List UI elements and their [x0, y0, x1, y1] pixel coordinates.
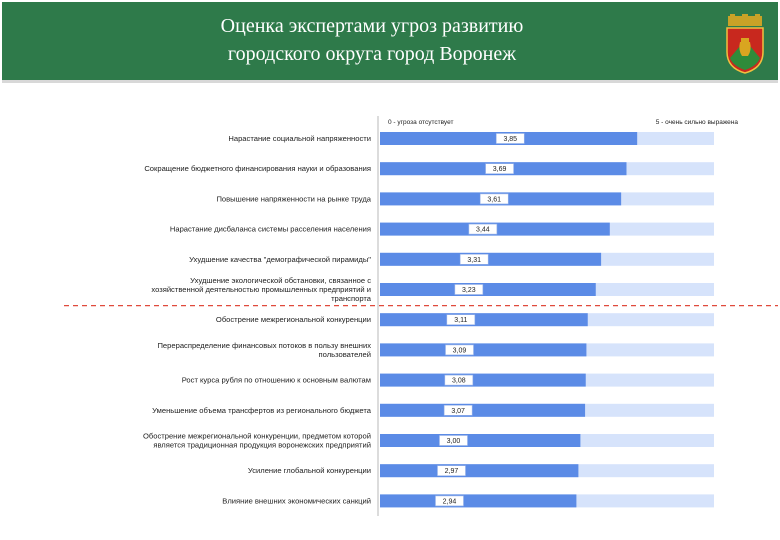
category-label: Обострение межрегиональной конкуренции: [216, 315, 371, 324]
page-title: Оценка экспертами угроз развитию городск…: [122, 12, 622, 68]
value-label-box: [459, 254, 489, 265]
value-label: 3,08: [452, 378, 466, 385]
category-label-line: Перераспределение финансовых потоков в п…: [157, 341, 371, 350]
value-label-box: [479, 193, 509, 205]
category-label-line: Обострение межрегиональной конкуренции: [216, 315, 371, 324]
bar-value: [380, 343, 587, 357]
value-label: 3,69: [493, 166, 507, 173]
category-label: Ухудшение экологической обстановки, связ…: [151, 276, 371, 303]
value-label-box: [444, 374, 474, 386]
category-label: Обострение межрегиональной конкуренции, …: [143, 432, 371, 450]
category-label: Перераспределение финансовых потоков в п…: [157, 341, 371, 359]
category-label: Нарастание социальной напряженности: [228, 134, 371, 143]
value-label: 3,00: [447, 438, 461, 445]
header-banner: Оценка экспертами угроз развитию городск…: [2, 2, 778, 83]
value-label-box: [454, 284, 484, 295]
category-label-line: Ухудшение качества "демографической пира…: [189, 255, 371, 264]
value-label-box: [445, 344, 474, 356]
value-label: 2,97: [445, 468, 459, 475]
category-label-line: Влияние внешних экономических санкций: [222, 496, 371, 505]
value-label: 2,94: [443, 498, 457, 505]
category-label: Рост курса рубля по отношению к основным…: [182, 376, 371, 385]
category-label-line: Нарастание социальной напряженности: [228, 134, 371, 143]
value-label: 3,44: [476, 227, 490, 234]
scale-max-label: 5 - очень сильно выражена: [656, 119, 739, 126]
bar-value: [380, 403, 586, 417]
category-label-line: Усиление глобальной конкуренции: [248, 466, 371, 475]
bar-value: [380, 434, 581, 447]
value-label: 3,09: [453, 347, 467, 354]
value-label-box: [439, 435, 468, 446]
category-label: Повышение напряженности на рынке труда: [216, 194, 371, 203]
value-label: 3,61: [487, 196, 501, 203]
value-label-box: [435, 495, 464, 507]
value-label-box: [443, 404, 473, 416]
bar-value: [380, 252, 602, 266]
value-label-box: [468, 223, 498, 235]
category-label-line: Обострение межрегиональной конкуренции, …: [143, 432, 371, 441]
category-label: Сокращение бюджетного финансирования нау…: [144, 164, 371, 173]
value-label-box: [437, 465, 466, 477]
bar-value: [380, 494, 577, 508]
value-label: 3,11: [454, 317, 467, 324]
category-label-line: Уменьшение объема трансфертов из региона…: [152, 406, 372, 415]
category-label: Усиление глобальной конкуренции: [248, 466, 371, 475]
category-label-line: Нарастание дисбаланса системы расселения…: [170, 225, 371, 234]
bar-value: [380, 313, 588, 327]
category-label-line: Сокращение бюджетного финансирования нау…: [144, 164, 371, 173]
category-label-line: Повышение напряженности на рынке труда: [216, 194, 371, 203]
threat-assessment-chart: 0 - угроза отсутствует 5 - очень сильно в…: [64, 116, 778, 516]
bar-value: [380, 464, 579, 478]
page-title-line-2: городского округа город Воронеж: [227, 43, 517, 65]
category-label: Влияние внешних экономических санкций: [222, 496, 371, 505]
category-label-line: пользователей: [319, 350, 371, 359]
category-label: Ухудшение качества "демографической пира…: [189, 255, 371, 264]
value-label: 3,31: [467, 257, 481, 264]
bar-value: [380, 283, 596, 296]
value-label: 3,07: [451, 408, 465, 415]
voronezh-coat-of-arms-icon: [726, 14, 764, 74]
category-label-line: хозяйственной деятельностью промышленных…: [151, 285, 371, 294]
scale-min-label: 0 - угроза отсутствует: [388, 119, 453, 126]
category-label-line: является традиционная продукция воронежс…: [153, 441, 371, 450]
page-title-line-1: Оценка экспертами угроз развитию: [220, 15, 524, 37]
category-label-line: Ухудшение экологической обстановки, связ…: [190, 276, 371, 285]
category-label-line: транспорта: [331, 294, 372, 303]
value-label-box: [485, 163, 514, 175]
value-label: 3,85: [503, 136, 517, 143]
category-label-line: Рост курса рубля по отношению к основным…: [182, 376, 371, 385]
bar-value: [380, 373, 586, 387]
value-label-box: [446, 314, 476, 325]
value-label-box: [495, 133, 525, 144]
value-label: 3,23: [462, 287, 476, 294]
category-label: Уменьшение объема трансфертов из региона…: [152, 406, 372, 415]
category-label: Нарастание дисбаланса системы расселения…: [170, 225, 371, 234]
